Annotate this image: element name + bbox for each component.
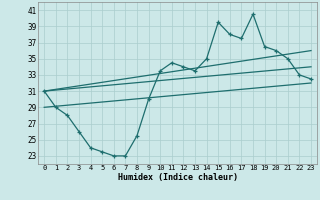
X-axis label: Humidex (Indice chaleur): Humidex (Indice chaleur) — [118, 173, 238, 182]
